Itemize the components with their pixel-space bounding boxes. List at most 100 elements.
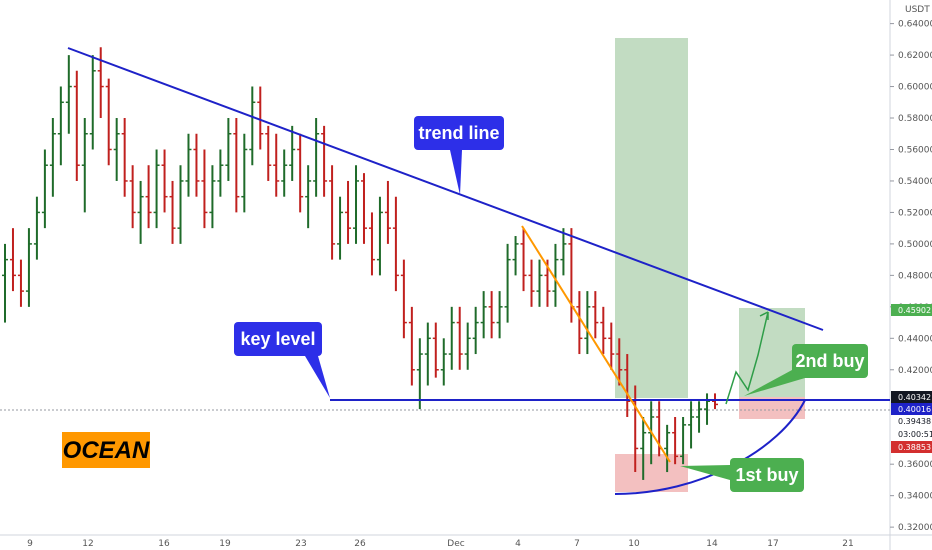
ohlc-bar bbox=[329, 165, 336, 260]
ohlc-bar bbox=[65, 55, 72, 134]
ohlc-bar bbox=[289, 125, 296, 181]
ohlc-bar bbox=[584, 291, 591, 355]
price-label: 0.40342 bbox=[891, 391, 932, 403]
ohlc-bar bbox=[49, 118, 56, 197]
x-axis-ticks: 9 12 16 19 23 26 Dec 4 7 10 14 17 21 bbox=[27, 539, 854, 549]
ohlc-bar bbox=[616, 338, 623, 386]
ohlc-bar bbox=[672, 416, 679, 465]
price-label-text: 0.40342 bbox=[898, 393, 931, 402]
y-tick-label: 0.52000 bbox=[898, 208, 932, 218]
ohlc-bar bbox=[17, 259, 24, 307]
ohlc-bar bbox=[113, 118, 120, 181]
x-tick-label: 7 bbox=[574, 539, 580, 549]
x-tick-label: 21 bbox=[842, 539, 853, 549]
second-buy-stop-zone bbox=[739, 397, 805, 419]
ohlc-bar bbox=[392, 196, 399, 292]
ohlc-bar bbox=[305, 165, 312, 229]
ohlc-bar bbox=[121, 118, 128, 197]
y-tick-label: 0.56000 bbox=[898, 145, 932, 155]
ohlc-bar bbox=[488, 291, 495, 339]
y-tick-label: 0.54000 bbox=[898, 177, 932, 187]
currency-label: USDT bbox=[905, 5, 930, 15]
ohlc-bar bbox=[424, 322, 431, 386]
ohlc-bar bbox=[576, 291, 583, 355]
ohlc-bar bbox=[640, 416, 647, 480]
price-label: 0.39438 bbox=[891, 415, 932, 427]
ohlc-bar bbox=[257, 86, 264, 150]
ohlc-bar bbox=[376, 196, 383, 276]
ohlc-bar bbox=[169, 180, 176, 244]
price-label-text: 0.38853 bbox=[898, 443, 931, 452]
ohlc-bar bbox=[528, 259, 535, 307]
countdown-label: 03:00:51 bbox=[898, 430, 932, 439]
ohlc-bar bbox=[145, 165, 152, 229]
ohlc-bar bbox=[233, 118, 240, 213]
projected-arrowhead bbox=[759, 311, 769, 320]
ohlc-bar bbox=[185, 133, 192, 197]
y-tick-label: 0.42000 bbox=[898, 366, 932, 376]
price-labels: 0.45902 0.40342 0.40016 0.39438 0.38853 bbox=[891, 304, 932, 453]
y-tick-label: 0.36000 bbox=[898, 460, 932, 470]
ohlc-bar bbox=[384, 180, 391, 244]
ohlc-bar bbox=[496, 291, 503, 339]
y-tick-label: 0.34000 bbox=[898, 492, 932, 502]
ohlc-bar bbox=[105, 78, 112, 166]
x-tick-label: 23 bbox=[295, 539, 306, 549]
ohlc-bar bbox=[2, 243, 8, 323]
y-tick-label: 0.60000 bbox=[898, 83, 932, 93]
y-tick-label: 0.58000 bbox=[898, 114, 932, 124]
ohlc-bar bbox=[313, 118, 320, 197]
ohlc-bar bbox=[241, 133, 248, 213]
ohlc-bars bbox=[2, 47, 718, 480]
ohlc-bar bbox=[209, 165, 216, 229]
price-label-text: 0.45902 bbox=[898, 306, 931, 315]
ohlc-bar bbox=[201, 149, 208, 229]
ohlc-bar bbox=[57, 86, 64, 166]
price-label-text: 0.40016 bbox=[898, 405, 931, 414]
second-buy-label: 2nd buy bbox=[795, 351, 864, 371]
ohlc-bar bbox=[664, 424, 671, 473]
ohlc-bar bbox=[337, 196, 344, 260]
ohlc-bar bbox=[360, 173, 367, 244]
y-tick-label: 0.44000 bbox=[898, 334, 932, 344]
ohlc-bar bbox=[560, 228, 567, 276]
ohlc-bar bbox=[624, 354, 631, 417]
ohlc-bar bbox=[440, 338, 447, 386]
ohlc-bar bbox=[512, 236, 519, 276]
ohlc-bar bbox=[680, 416, 687, 465]
x-tick-label: Dec bbox=[447, 539, 464, 549]
ohlc-bar bbox=[33, 196, 40, 260]
ohlc-bar bbox=[353, 165, 360, 244]
y-tick-label: 0.50000 bbox=[898, 240, 932, 250]
trend-line-callout: trend line bbox=[414, 116, 504, 195]
y-tick-label: 0.48000 bbox=[898, 271, 932, 281]
ohlc-bar bbox=[217, 149, 224, 197]
ohlc-bar bbox=[600, 306, 607, 355]
instrument-label: OCEAN bbox=[63, 437, 150, 464]
ohlc-bar bbox=[249, 86, 256, 166]
ohlc-bar bbox=[81, 118, 88, 213]
ohlc-bar bbox=[281, 149, 288, 197]
x-tick-label: 17 bbox=[767, 539, 778, 549]
ohlc-bar bbox=[368, 212, 375, 276]
minor-trend-line bbox=[521, 225, 671, 463]
ohlc-bar bbox=[608, 322, 615, 370]
key-level-label: key level bbox=[240, 329, 315, 349]
ohlc-bar bbox=[536, 259, 543, 307]
position-profit-zone bbox=[615, 38, 688, 398]
ohlc-bar bbox=[432, 322, 439, 378]
ohlc-bar bbox=[177, 165, 184, 244]
x-tick-label: 9 bbox=[27, 539, 33, 549]
x-tick-label: 16 bbox=[158, 539, 170, 549]
x-tick-label: 19 bbox=[219, 539, 231, 549]
ohlc-bar bbox=[416, 338, 423, 410]
first-buy-label: 1st buy bbox=[735, 465, 798, 485]
ohlc-bar bbox=[696, 401, 703, 433]
ohlc-bar bbox=[552, 243, 559, 307]
ohlc-bar bbox=[193, 133, 200, 197]
price-label-text: 0.39438 bbox=[898, 417, 931, 426]
price-label: 0.40016 bbox=[891, 403, 932, 415]
x-tick-label: 4 bbox=[515, 539, 521, 549]
ohlc-bar bbox=[456, 306, 463, 370]
projected-path bbox=[725, 311, 769, 405]
